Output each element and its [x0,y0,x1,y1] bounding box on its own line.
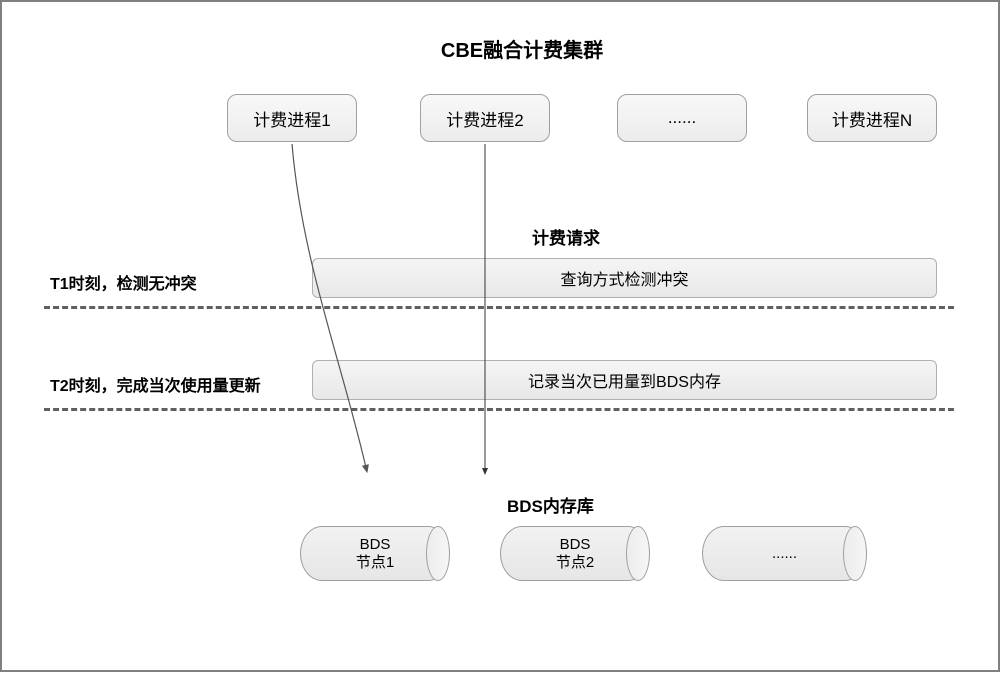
cylinder-label: BDS 节点2 [556,536,594,572]
bds-node-1: BDS 节点1 [300,526,450,581]
cylinder-end-cap [626,526,650,581]
process-box-1: 计费进程1 [227,94,357,142]
process-label: 计费进程1 [253,106,330,131]
process-box-n: 计费进程N [807,94,937,142]
process-box-ellipsis: ...... [617,94,747,142]
dashed-line-1 [44,306,954,309]
bar-label: 查询方式检测冲突 [560,266,688,290]
cylinder-label: ...... [772,545,797,563]
dashed-line-2 [44,408,954,411]
bds-node-ellipsis: ...... [702,526,867,581]
process-label: 计费进程N [832,106,912,131]
diagram-title: CBE融合计费集群 [392,34,652,63]
t2-label: T2时刻，完成当次使用量更新 [50,372,261,396]
process-label: ...... [668,108,696,128]
cylinder-end-cap [426,526,450,581]
bar-record-usage: 记录当次已用量到BDS内存 [312,360,937,400]
cylinder-label: BDS 节点1 [356,536,394,572]
bar-label: 记录当次已用量到BDS内存 [528,368,721,392]
t1-label: T1时刻，检测无冲突 [50,270,197,294]
process-box-2: 计费进程2 [420,94,550,142]
cylinder-end-cap [843,526,867,581]
bds-memory-label: BDS内存库 [507,492,594,517]
billing-request-label: 计费请求 [532,224,600,249]
bar-query-conflict: 查询方式检测冲突 [312,258,937,298]
bds-node-2: BDS 节点2 [500,526,650,581]
process-label: 计费进程2 [446,106,523,131]
